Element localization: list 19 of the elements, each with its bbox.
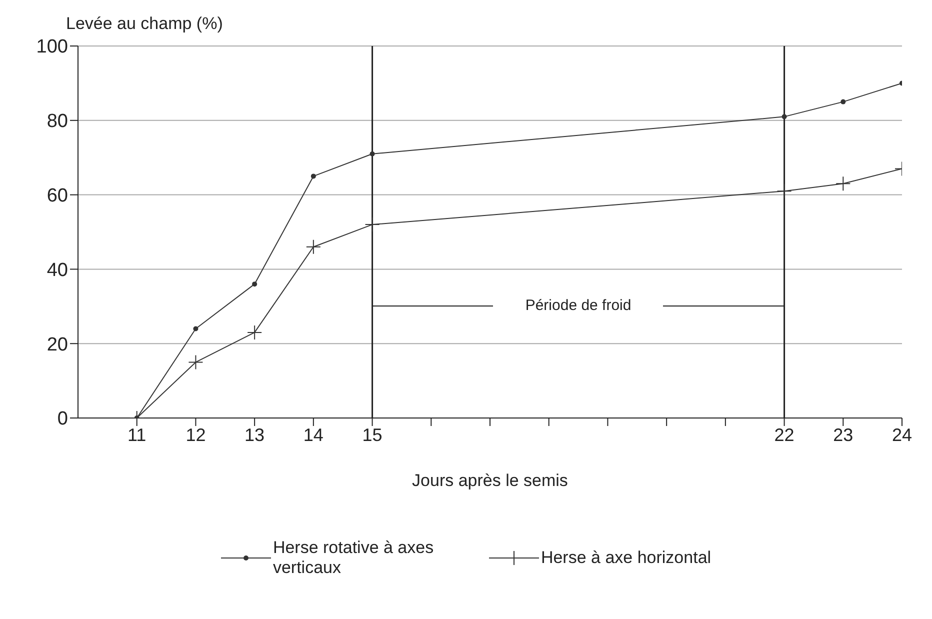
y-axis-title: Levée au champ (%): [66, 14, 223, 34]
y-tick-label: 80: [46, 111, 68, 132]
legend-label: Herse rotative à axes verticaux: [272, 538, 435, 578]
y-tick-label: 40: [46, 260, 68, 281]
x-tick-label: 12: [186, 424, 206, 445]
x-tick-label: 22: [774, 424, 794, 445]
x-tick-label: 24: [892, 424, 912, 445]
annotation: Période de froid: [524, 296, 632, 316]
x-tick-label: 13: [244, 424, 265, 445]
x-tick-label: 11: [128, 424, 146, 445]
legend-label: Herse à axe horizontal: [540, 548, 712, 568]
y-tick-label: 0: [57, 408, 68, 430]
y-tick-label: 60: [46, 186, 68, 207]
x-tick-label: 23: [833, 424, 854, 445]
y-tick-label: 20: [46, 334, 68, 356]
x-tick-label: 14: [303, 424, 324, 445]
y-tick-label: 100: [36, 36, 68, 58]
x-tick-label: 15: [362, 424, 382, 445]
x-axis-title: Jours après le semis: [412, 471, 568, 490]
